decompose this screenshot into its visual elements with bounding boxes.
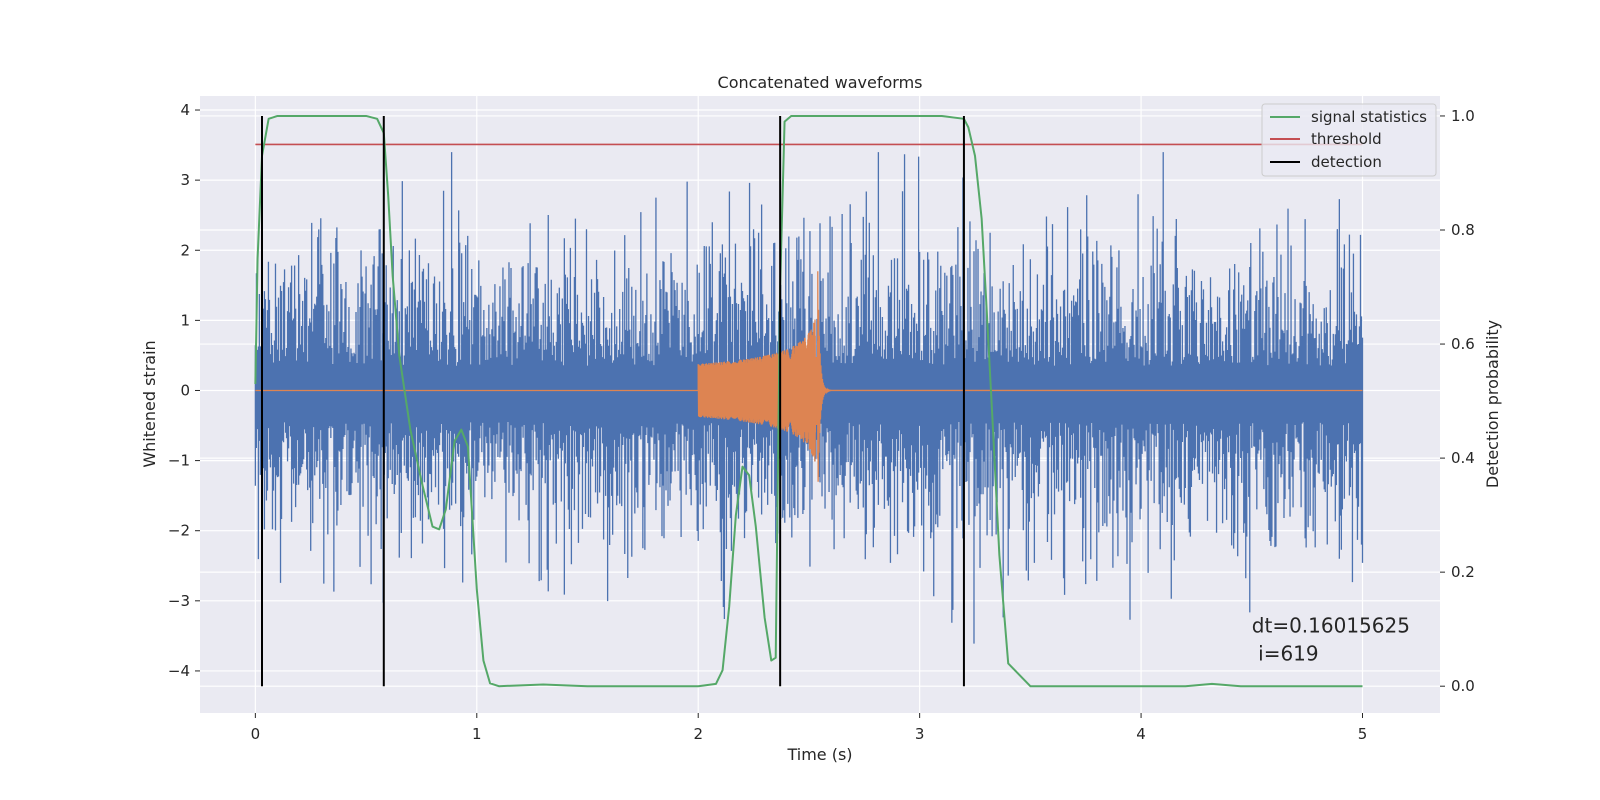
y-tick-label-6: 2	[180, 241, 190, 259]
y-tick-label-7: 3	[180, 171, 190, 189]
y2-tick-label-1: 0.2	[1451, 563, 1475, 581]
y-axis-label: Whitened strain	[140, 340, 159, 467]
x-ticks: 0 1 2 3 4 5	[251, 713, 1368, 743]
y2-ticks: 0.0 0.2 0.4 0.6 0.8 1.0	[1440, 107, 1475, 695]
chirp-trace	[255, 271, 1363, 482]
annotation-i: i=619	[1252, 641, 1319, 665]
x-tick-label-5: 5	[1358, 725, 1368, 743]
y-tick-label-4: 0	[180, 381, 190, 399]
x-tick-label-3: 3	[915, 725, 925, 743]
y-tick-label-0: −4	[168, 662, 190, 680]
y-ticks: −4 −3 −2 −1 0 1 2 3 4	[168, 101, 200, 680]
legend-label-threshold: threshold	[1311, 130, 1382, 148]
x-tick-label-4: 4	[1136, 725, 1146, 743]
annotation-dt: dt=0.16015625	[1252, 613, 1410, 637]
legend-box	[1261, 103, 1437, 177]
y2-tick-label-4: 0.8	[1451, 221, 1475, 239]
chart-title: Concatenated waveforms	[718, 73, 923, 92]
y-tick-label-8: 4	[180, 101, 190, 119]
detection-lines	[261, 115, 965, 687]
y2-tick-label-0: 0.0	[1451, 677, 1475, 695]
x-axis-label: Time (s)	[786, 745, 852, 764]
y-tick-label-2: −2	[168, 522, 190, 540]
y2-tick-label-5: 1.0	[1451, 107, 1475, 125]
x-tick-label-0: 0	[251, 725, 261, 743]
signal-statistics-series	[254, 114, 1363, 688]
x-tick-label-1: 1	[472, 725, 482, 743]
y-tick-label-5: 1	[180, 311, 190, 329]
y2-axis-label: Detection probability	[1483, 320, 1502, 488]
x-tick-label-2: 2	[693, 725, 703, 743]
chirp-series	[255, 271, 1363, 482]
signal-statistics-line	[254, 114, 1363, 688]
legend: signal statistics threshold detection	[1261, 103, 1437, 177]
y2-tick-label-2: 0.4	[1451, 449, 1475, 467]
y2-tick-label-3: 0.6	[1451, 335, 1475, 353]
legend-label-detection: detection	[1311, 153, 1382, 171]
y-tick-label-3: −1	[168, 452, 190, 470]
y-tick-label-1: −3	[168, 592, 190, 610]
legend-label-signal-statistics: signal statistics	[1311, 108, 1427, 126]
